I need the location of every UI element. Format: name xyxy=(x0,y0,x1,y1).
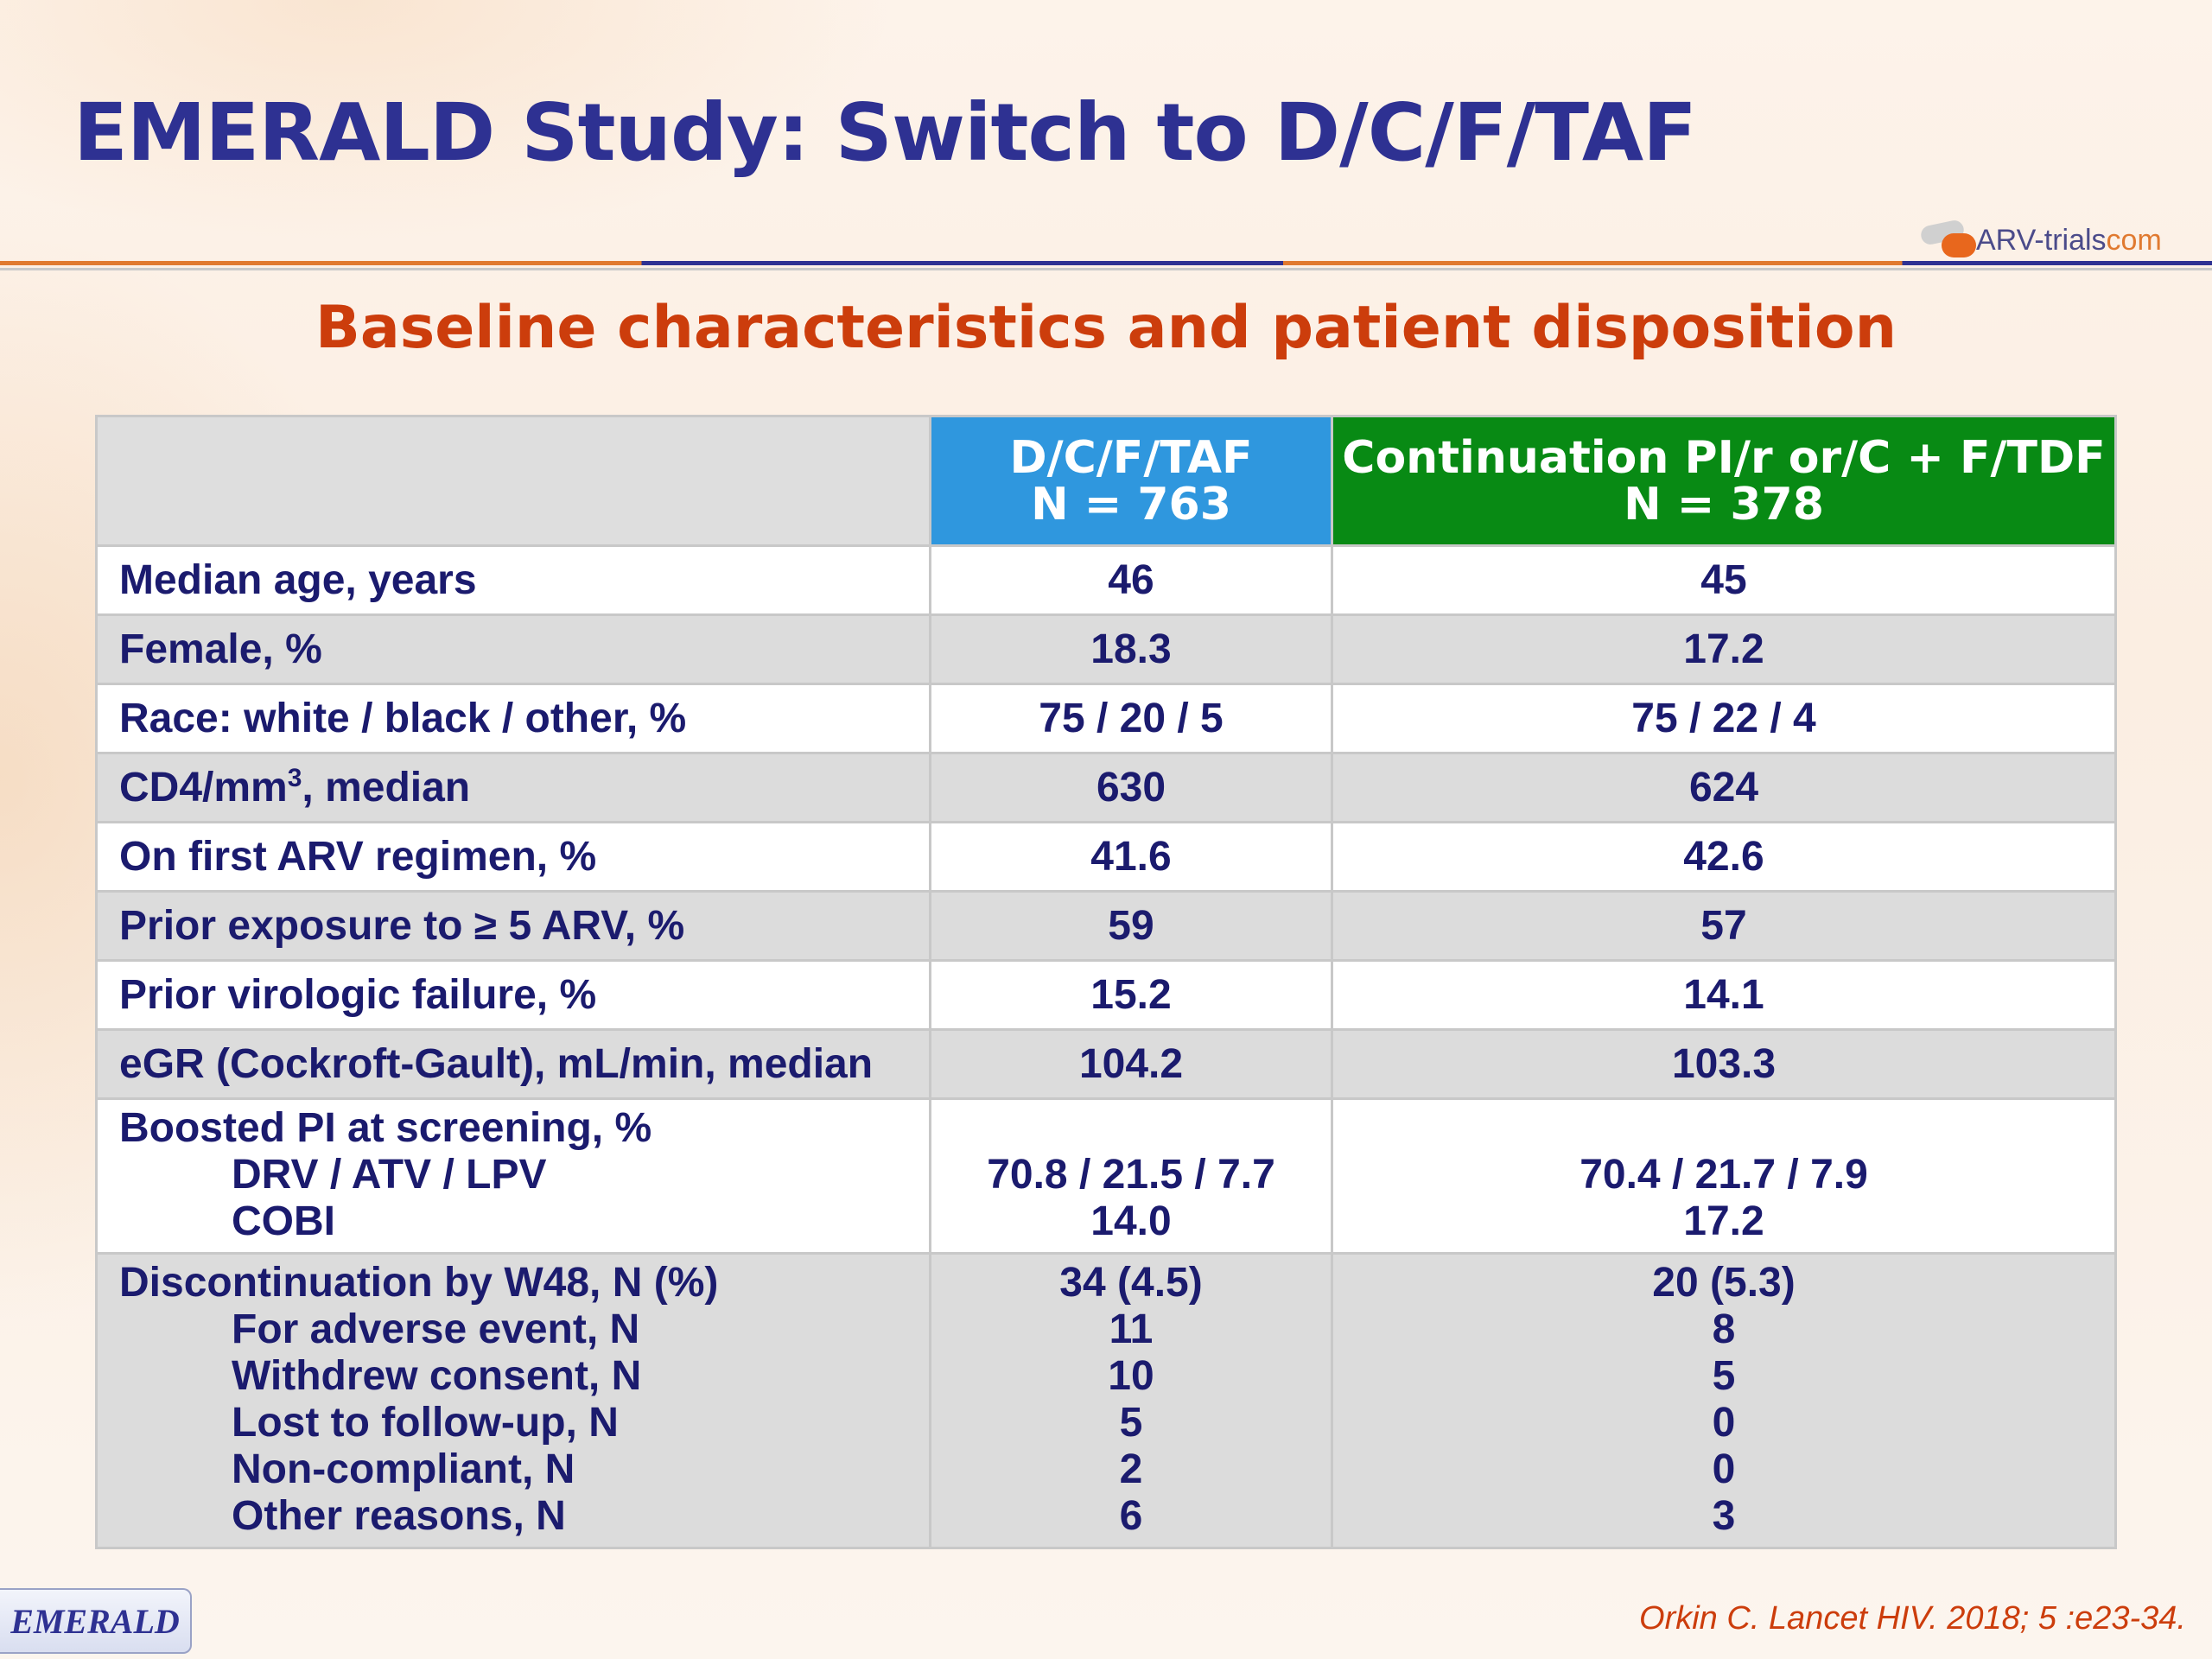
logo-brand: ARV-trials xyxy=(1976,223,2107,257)
cell-dcftaf: 104.2 xyxy=(929,1028,1333,1100)
cell-continuation: 75 / 22 / 4 xyxy=(1331,683,2117,754)
row-label: Discontinuation by W48, N (%) For advers… xyxy=(95,1252,931,1549)
row-label: Median age, years xyxy=(95,544,931,616)
table-row-boosted-pi: Boosted PI at screening, % DRV / ATV / L… xyxy=(95,1097,2117,1255)
emerald-badge: EMERALD xyxy=(0,1588,192,1654)
row-label: Prior virologic failure, % xyxy=(95,959,931,1031)
cell-dcftaf: 70.8 / 21.5 / 7.7 14.0 xyxy=(929,1097,1333,1255)
table-corner-cell xyxy=(95,415,931,547)
logo-text: ARV-trialscom xyxy=(1976,224,2162,257)
cell-dcftaf: 75 / 20 / 5 xyxy=(929,683,1333,754)
cell-dcftaf: 34 (4.5) 11 10 5 2 6 xyxy=(929,1252,1333,1549)
cell-dcftaf: 15.2 xyxy=(929,959,1333,1031)
arv-trials-logo: ARV-trialscom xyxy=(1914,214,2190,266)
row-label: Female, % xyxy=(95,613,931,685)
cell-dcftaf: 18.3 xyxy=(929,613,1333,685)
row-label: Race: white / black / other, % xyxy=(95,683,931,754)
citation: Orkin C. Lancet HIV. 2018; 5 :e23-34. xyxy=(1639,1600,2186,1637)
row-label: Prior exposure to ≥ 5 ARV, % xyxy=(95,890,931,962)
cell-continuation: 42.6 xyxy=(1331,821,2117,893)
cell-continuation: 57 xyxy=(1331,890,2117,962)
header-dcftaf: D/C/F/TAF N = 763 xyxy=(929,415,1333,547)
cell-continuation: 70.4 / 21.7 / 7.9 17.2 xyxy=(1331,1097,2117,1255)
row-label: CD4/mm3, median xyxy=(95,752,931,823)
row-label: eGR (Cockroft-Gault), mL/min, median xyxy=(95,1028,931,1100)
cell-continuation: 624 xyxy=(1331,752,2117,823)
cell-continuation: 20 (5.3) 8 5 0 0 3 xyxy=(1331,1252,2117,1549)
table-row: eGR (Cockroft-Gault), mL/min, median 104… xyxy=(95,1028,2117,1100)
cell-dcftaf: 41.6 xyxy=(929,821,1333,893)
row-label: On first ARV regimen, % xyxy=(95,821,931,893)
row-label: Boosted PI at screening, % DRV / ATV / L… xyxy=(95,1097,931,1255)
table-header-row: D/C/F/TAF N = 763 Continuation PI/r or/C… xyxy=(95,415,2117,547)
slide-title: EMERALD Study: Switch to D/C/F/TAF xyxy=(73,86,1697,179)
slide-subtitle: Baseline characteristics and patient dis… xyxy=(315,294,1897,362)
cell-continuation: 45 xyxy=(1331,544,2117,616)
cell-continuation: 103.3 xyxy=(1331,1028,2117,1100)
table-row: Median age, years 46 45 xyxy=(95,544,2117,616)
title-divider xyxy=(0,261,2212,271)
table-row: On first ARV regimen, % 41.6 42.6 xyxy=(95,821,2117,893)
table-row: Race: white / black / other, % 75 / 20 /… xyxy=(95,683,2117,754)
cell-continuation: 17.2 xyxy=(1331,613,2117,685)
pills-icon xyxy=(1914,216,1983,264)
cell-dcftaf: 630 xyxy=(929,752,1333,823)
table-row-discontinuation: Discontinuation by W48, N (%) For advers… xyxy=(95,1252,2117,1549)
baseline-table: D/C/F/TAF N = 763 Continuation PI/r or/C… xyxy=(95,415,2117,1549)
table-row: CD4/mm3, median 630 624 xyxy=(95,752,2117,823)
table-row: Female, % 18.3 17.2 xyxy=(95,613,2117,685)
cell-continuation: 14.1 xyxy=(1331,959,2117,1031)
header-continuation: Continuation PI/r or/C + F/TDF N = 378 xyxy=(1331,415,2117,547)
logo-domain: com xyxy=(2106,223,2162,257)
table-row: Prior virologic failure, % 15.2 14.1 xyxy=(95,959,2117,1031)
cell-dcftaf: 59 xyxy=(929,890,1333,962)
cell-dcftaf: 46 xyxy=(929,544,1333,616)
table-row: Prior exposure to ≥ 5 ARV, % 59 57 xyxy=(95,890,2117,962)
